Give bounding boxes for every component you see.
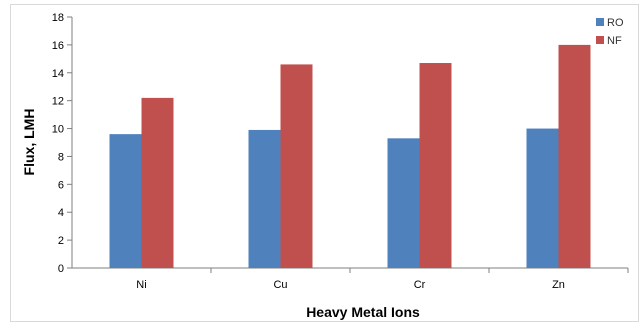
x-axis-ticks: Ni Cu Cr Zn <box>136 268 629 291</box>
y-axis-ticks: 0 2 4 6 8 10 12 14 16 18 <box>52 12 72 275</box>
y-tick-label: 18 <box>52 12 64 24</box>
bars <box>109 44 591 269</box>
x-tick-label: Cr <box>414 279 426 291</box>
bar-ro-zn <box>526 128 559 268</box>
y-tick-label: 0 <box>58 263 64 275</box>
y-tick-label: 12 <box>52 96 64 108</box>
x-tick-label: Zn <box>552 279 565 291</box>
legend-swatch-ro <box>596 18 604 26</box>
bar-ro-ni <box>109 134 142 268</box>
bar-nf-zn <box>558 44 591 269</box>
y-tick-label: 8 <box>58 151 64 163</box>
bar-nf-ni <box>141 97 174 268</box>
y-tick-label: 10 <box>52 124 64 136</box>
y-tick-label: 4 <box>58 207 64 219</box>
x-axis-label: Heavy Metal Ions <box>306 304 420 320</box>
legend-label-nf: NF <box>607 35 622 47</box>
bar-ro-cr <box>387 138 420 268</box>
y-tick-label: 6 <box>58 179 64 191</box>
legend: RO NF <box>596 17 624 47</box>
y-tick-label: 2 <box>58 235 64 247</box>
chart-frame <box>10 4 639 322</box>
legend-label-ro: RO <box>607 17 624 29</box>
y-tick-label: 16 <box>52 40 64 52</box>
bar-nf-cr <box>419 63 452 269</box>
legend-swatch-nf <box>596 36 604 44</box>
bar-ro-cu <box>248 129 281 268</box>
y-axis-label: Flux, LMH <box>21 109 37 176</box>
x-tick-label: Cu <box>273 279 287 291</box>
x-tick-label: Ni <box>136 279 146 291</box>
bar-nf-cu <box>280 64 313 269</box>
y-tick-label: 14 <box>52 68 64 80</box>
